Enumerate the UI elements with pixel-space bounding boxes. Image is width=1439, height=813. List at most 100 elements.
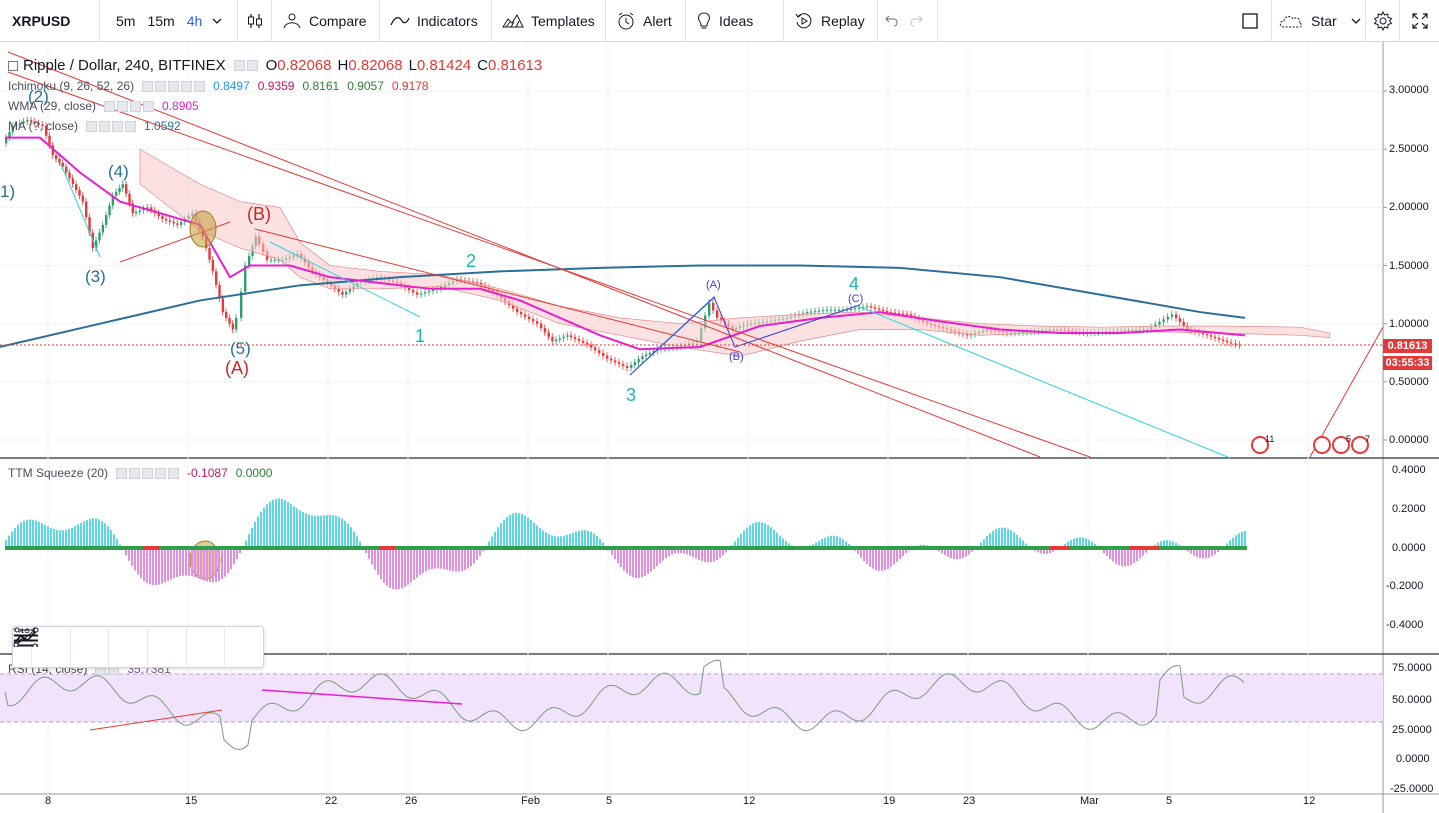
ttm-bar <box>389 548 391 588</box>
fullscreen-button[interactable] <box>1400 0 1439 41</box>
wma-legend: WMA (29, close) 0.8905 <box>8 99 207 113</box>
replay-button[interactable]: Replay <box>784 0 878 41</box>
ttm-bar <box>611 548 613 555</box>
settings-button[interactable] <box>1366 0 1400 41</box>
candle-body <box>540 323 543 329</box>
trendline-icon[interactable] <box>13 627 187 666</box>
ichimoku-value-5: 0.9178 <box>391 79 429 93</box>
ttm-bar <box>695 548 697 559</box>
alert-button[interactable]: Alert <box>606 0 686 41</box>
templates-button[interactable]: Templates <box>492 0 606 41</box>
ttm-bar <box>491 536 493 548</box>
candle-body <box>802 313 805 315</box>
ttm-bar <box>713 548 715 562</box>
ttm-bar <box>404 548 406 587</box>
chevron-down-icon[interactable] <box>1351 16 1361 26</box>
ttm-bar <box>296 508 298 548</box>
ttm-bar <box>1070 540 1072 548</box>
compare-button[interactable]: Compare <box>272 0 380 41</box>
candle-body <box>528 316 531 320</box>
star-button[interactable]: Star <box>1272 0 1366 41</box>
ttm-bar <box>881 548 883 571</box>
ttm-bar <box>38 521 40 548</box>
undo-button[interactable] <box>884 0 908 41</box>
ttm-bar <box>545 532 547 548</box>
legend-buttons[interactable] <box>233 60 260 71</box>
wave-label: (B) <box>729 351 744 363</box>
ttm-bar <box>98 519 100 548</box>
candle-body <box>273 259 277 261</box>
ttm-bar <box>836 536 838 548</box>
legend-buttons[interactable] <box>104 100 156 112</box>
ttm-bar <box>530 520 532 548</box>
ideas-label: Ideas <box>719 12 754 29</box>
candle-body <box>412 289 415 293</box>
event-count: 7 <box>1365 434 1370 444</box>
ttm-bar <box>992 530 994 548</box>
ttm-bar <box>653 548 655 569</box>
undo-icon <box>884 14 900 28</box>
chart-area[interactable]: (2) (4) (3) (5) (A) (B) 2 1 3 4 (A) (B) (C) 1) 11 5 7 Ri… <box>0 42 1439 813</box>
ttm-bar <box>1049 548 1051 554</box>
path-icon[interactable] <box>13 627 263 666</box>
chevron-down-icon[interactable] <box>212 16 222 26</box>
legend-buttons[interactable] <box>142 80 207 92</box>
ttm-bar <box>437 548 439 569</box>
ttm-bar <box>56 529 58 548</box>
rsi-axis-label: 0.0000 <box>1396 753 1430 765</box>
ttm-bar <box>1229 540 1231 548</box>
wave-label: 2 <box>466 251 476 271</box>
ttm-bar <box>1193 548 1195 556</box>
candle-body <box>558 338 562 340</box>
ttm-bar <box>449 548 451 571</box>
wave-label: (4) <box>108 162 129 181</box>
candle-body <box>555 339 558 342</box>
timeframe-15m[interactable]: 15m <box>147 12 175 29</box>
candle-body <box>176 223 179 225</box>
timeframe-5m[interactable]: 5m <box>116 12 136 29</box>
ttm-bar <box>578 530 580 548</box>
ttm-bar <box>182 548 184 576</box>
time-axis-label: 5 <box>1166 795 1173 807</box>
candle-body <box>142 208 145 211</box>
ttm-bar <box>704 548 706 562</box>
wave-line <box>859 306 1231 459</box>
chart-type-button[interactable] <box>238 0 272 41</box>
candle-body <box>566 335 569 337</box>
symbol-search[interactable]: XRPUSD <box>0 0 100 41</box>
rsi-line <box>4 659 1245 750</box>
indicators-button[interactable]: Indicators <box>380 0 492 41</box>
fullscreen-select-button[interactable] <box>1228 0 1272 41</box>
ttm-bar <box>755 522 757 548</box>
ttm-bar <box>830 535 832 548</box>
timeframe-4h[interactable]: 4h <box>186 12 203 29</box>
ttm-bar <box>683 548 685 554</box>
redo-button[interactable] <box>908 0 938 41</box>
legend-buttons[interactable] <box>116 467 181 479</box>
elliott-wave-icon[interactable]: 1 5 <box>13 628 110 666</box>
ichimoku-value-3: 0.8161 <box>302 79 340 93</box>
ttm-bar <box>1211 548 1213 557</box>
ttm-bar <box>1124 548 1126 567</box>
ideas-button[interactable]: Ideas <box>686 0 784 41</box>
fib-retracement-icon[interactable] <box>14 627 226 666</box>
wma-value: 0.8905 <box>162 99 199 113</box>
ttm-bar <box>1157 542 1159 548</box>
wave-label: (2) <box>28 87 49 106</box>
collapse-icon[interactable] <box>8 60 18 71</box>
candle-body <box>58 158 61 163</box>
ttm-bar <box>50 527 52 548</box>
ttm-bar <box>269 501 271 548</box>
ttm-bar <box>770 527 772 548</box>
candle-body <box>602 353 605 356</box>
candle-body <box>520 312 523 315</box>
legend-buttons[interactable] <box>86 120 138 132</box>
price-axis-label: 2.00000 <box>1389 201 1429 213</box>
candle-body <box>1206 334 1209 336</box>
candle-body <box>1166 316 1170 320</box>
alert-label: Alert <box>643 12 672 29</box>
time-axis-label: 5 <box>606 795 613 807</box>
rsi-axis-label: 50.0000 <box>1392 694 1432 706</box>
abc-pattern-icon[interactable]: A C <box>13 628 148 666</box>
